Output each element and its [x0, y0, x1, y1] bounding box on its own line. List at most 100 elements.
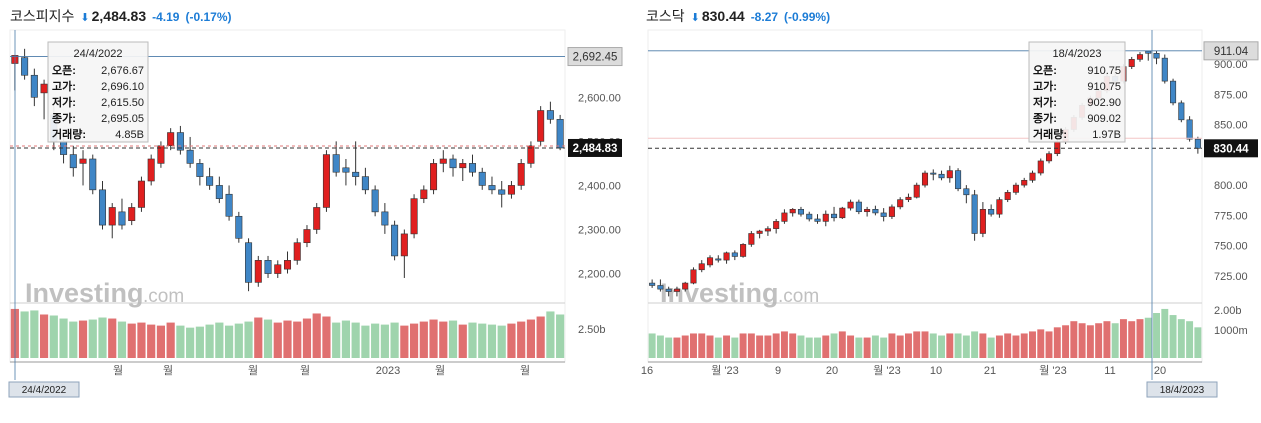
volume-bar — [888, 333, 896, 358]
x-tick-label: 2023 — [376, 365, 400, 377]
kospi-chart[interactable]: 2,600.002,500.002,400.002,300.002,200.00… — [0, 0, 625, 423]
tooltip-row-label: 거래량: — [1033, 127, 1067, 141]
hover-date-label: 18/4/2023 — [1160, 385, 1205, 396]
volume-bar — [739, 333, 747, 358]
candle-body — [1012, 184, 1019, 193]
last-price-label: 830.44 — [1213, 143, 1249, 155]
volume-bar — [127, 323, 136, 358]
tooltip-row-label: 고가: — [52, 79, 76, 93]
candle-body — [254, 260, 262, 283]
volume-tick-label: 2.00b — [1214, 305, 1242, 317]
volume-bar — [871, 335, 879, 358]
candle-body — [196, 163, 204, 177]
candle-body — [342, 167, 350, 173]
candle-body — [235, 215, 243, 239]
volume-bar — [546, 311, 555, 358]
x-tick-label: 월 '23 — [873, 364, 901, 377]
candle-body — [79, 158, 87, 164]
kospi-price: 2,484.83 — [91, 8, 147, 24]
tooltip-row-label: 고가: — [1033, 79, 1057, 93]
price-tick-label: 2,600.00 — [578, 92, 621, 104]
price-tick-label: 875.00 — [1214, 89, 1248, 101]
candle-body — [756, 230, 763, 234]
tooltip-row-value: 1.97B — [1092, 129, 1121, 141]
volume-bar — [234, 323, 243, 358]
volume-bar — [526, 319, 536, 358]
candle-body — [352, 171, 360, 177]
candle-body — [682, 282, 689, 290]
volume-bar — [186, 327, 195, 358]
candle-body — [1004, 192, 1011, 200]
candle-body — [128, 207, 136, 221]
x-tick-label: 월 — [248, 364, 258, 377]
candle-body — [1128, 59, 1135, 67]
candle-body — [546, 110, 554, 120]
kosdaq-panel: 코스닥 ⬇ 830.44 -8.27 (-0.99%) 900.00 875.00 850.… — [640, 0, 1261, 423]
candle-body — [963, 188, 970, 196]
price-tick-label: 2,400.00 — [578, 180, 621, 192]
candle-body — [293, 242, 301, 261]
x-tick-label: 10 — [930, 365, 942, 377]
candle-body — [537, 110, 545, 142]
volume-bar — [706, 335, 714, 358]
volume-bar — [312, 313, 321, 358]
volume-bar — [1062, 325, 1070, 358]
candle-body — [40, 83, 48, 94]
volume-bar — [205, 324, 214, 358]
candle-body — [274, 264, 282, 274]
volume-bar — [1004, 333, 1012, 358]
volume-bar — [1086, 325, 1094, 358]
candle-body — [764, 228, 771, 232]
investing-watermark: Investing — [660, 278, 779, 308]
volume-bar — [1029, 331, 1036, 358]
candle-body — [556, 119, 564, 149]
price-tick-label: 775.00 — [1214, 210, 1248, 222]
kosdaq-chart[interactable]: 900.00 875.00 850.00 800.00 775.00 750.00 725.… — [640, 0, 1261, 423]
volume-bar — [855, 337, 863, 358]
volume-bar — [1194, 327, 1202, 358]
volume-bar — [195, 326, 204, 358]
candle-body — [459, 163, 467, 169]
volume-bar — [371, 323, 380, 358]
volume-bar — [176, 325, 185, 358]
volume-bar — [880, 337, 888, 358]
candle-body — [897, 199, 904, 208]
volume-bar — [137, 322, 146, 358]
candle-body — [108, 207, 116, 226]
candle-body — [979, 209, 986, 234]
x-tick-label: 20 — [1154, 365, 1166, 377]
candle-body — [690, 269, 697, 284]
volume-bar — [714, 337, 722, 358]
volume-bar — [938, 335, 946, 358]
volume-bar — [390, 322, 399, 358]
price-tick-label: 2,300.00 — [578, 224, 621, 236]
price-tick-label: 725.00 — [1214, 271, 1248, 283]
price-tick-label: 750.00 — [1214, 241, 1248, 253]
volume-bar — [764, 335, 772, 358]
volume-bar — [1070, 321, 1078, 358]
candle-body — [186, 149, 194, 164]
price-tick-label: 800.00 — [1214, 180, 1248, 192]
candle-body — [439, 158, 447, 164]
volume-bar — [904, 333, 912, 358]
candle-body — [921, 172, 929, 186]
crosshair-price-label: 2,692.45 — [573, 52, 618, 64]
down-arrow-icon: ⬇ — [80, 12, 90, 24]
candle-body — [30, 74, 38, 98]
volume-bar — [332, 322, 341, 358]
investing-watermark-suffix: .com — [143, 286, 184, 307]
candle-body — [527, 145, 535, 164]
tooltip-row-value: 2,695.05 — [101, 113, 144, 125]
volume-bar — [1012, 335, 1020, 358]
volume-bar — [497, 325, 506, 358]
volume-bar — [1103, 321, 1111, 358]
candle-body — [410, 198, 418, 235]
candle-body — [420, 189, 428, 199]
volume-tick-label: 2.50b — [578, 324, 606, 336]
volume-bar — [244, 321, 253, 358]
volume-bar — [987, 337, 995, 358]
volume-bar — [673, 337, 681, 358]
volume-bar — [789, 333, 797, 358]
candle-body — [905, 196, 912, 200]
volume-bar — [507, 323, 516, 358]
